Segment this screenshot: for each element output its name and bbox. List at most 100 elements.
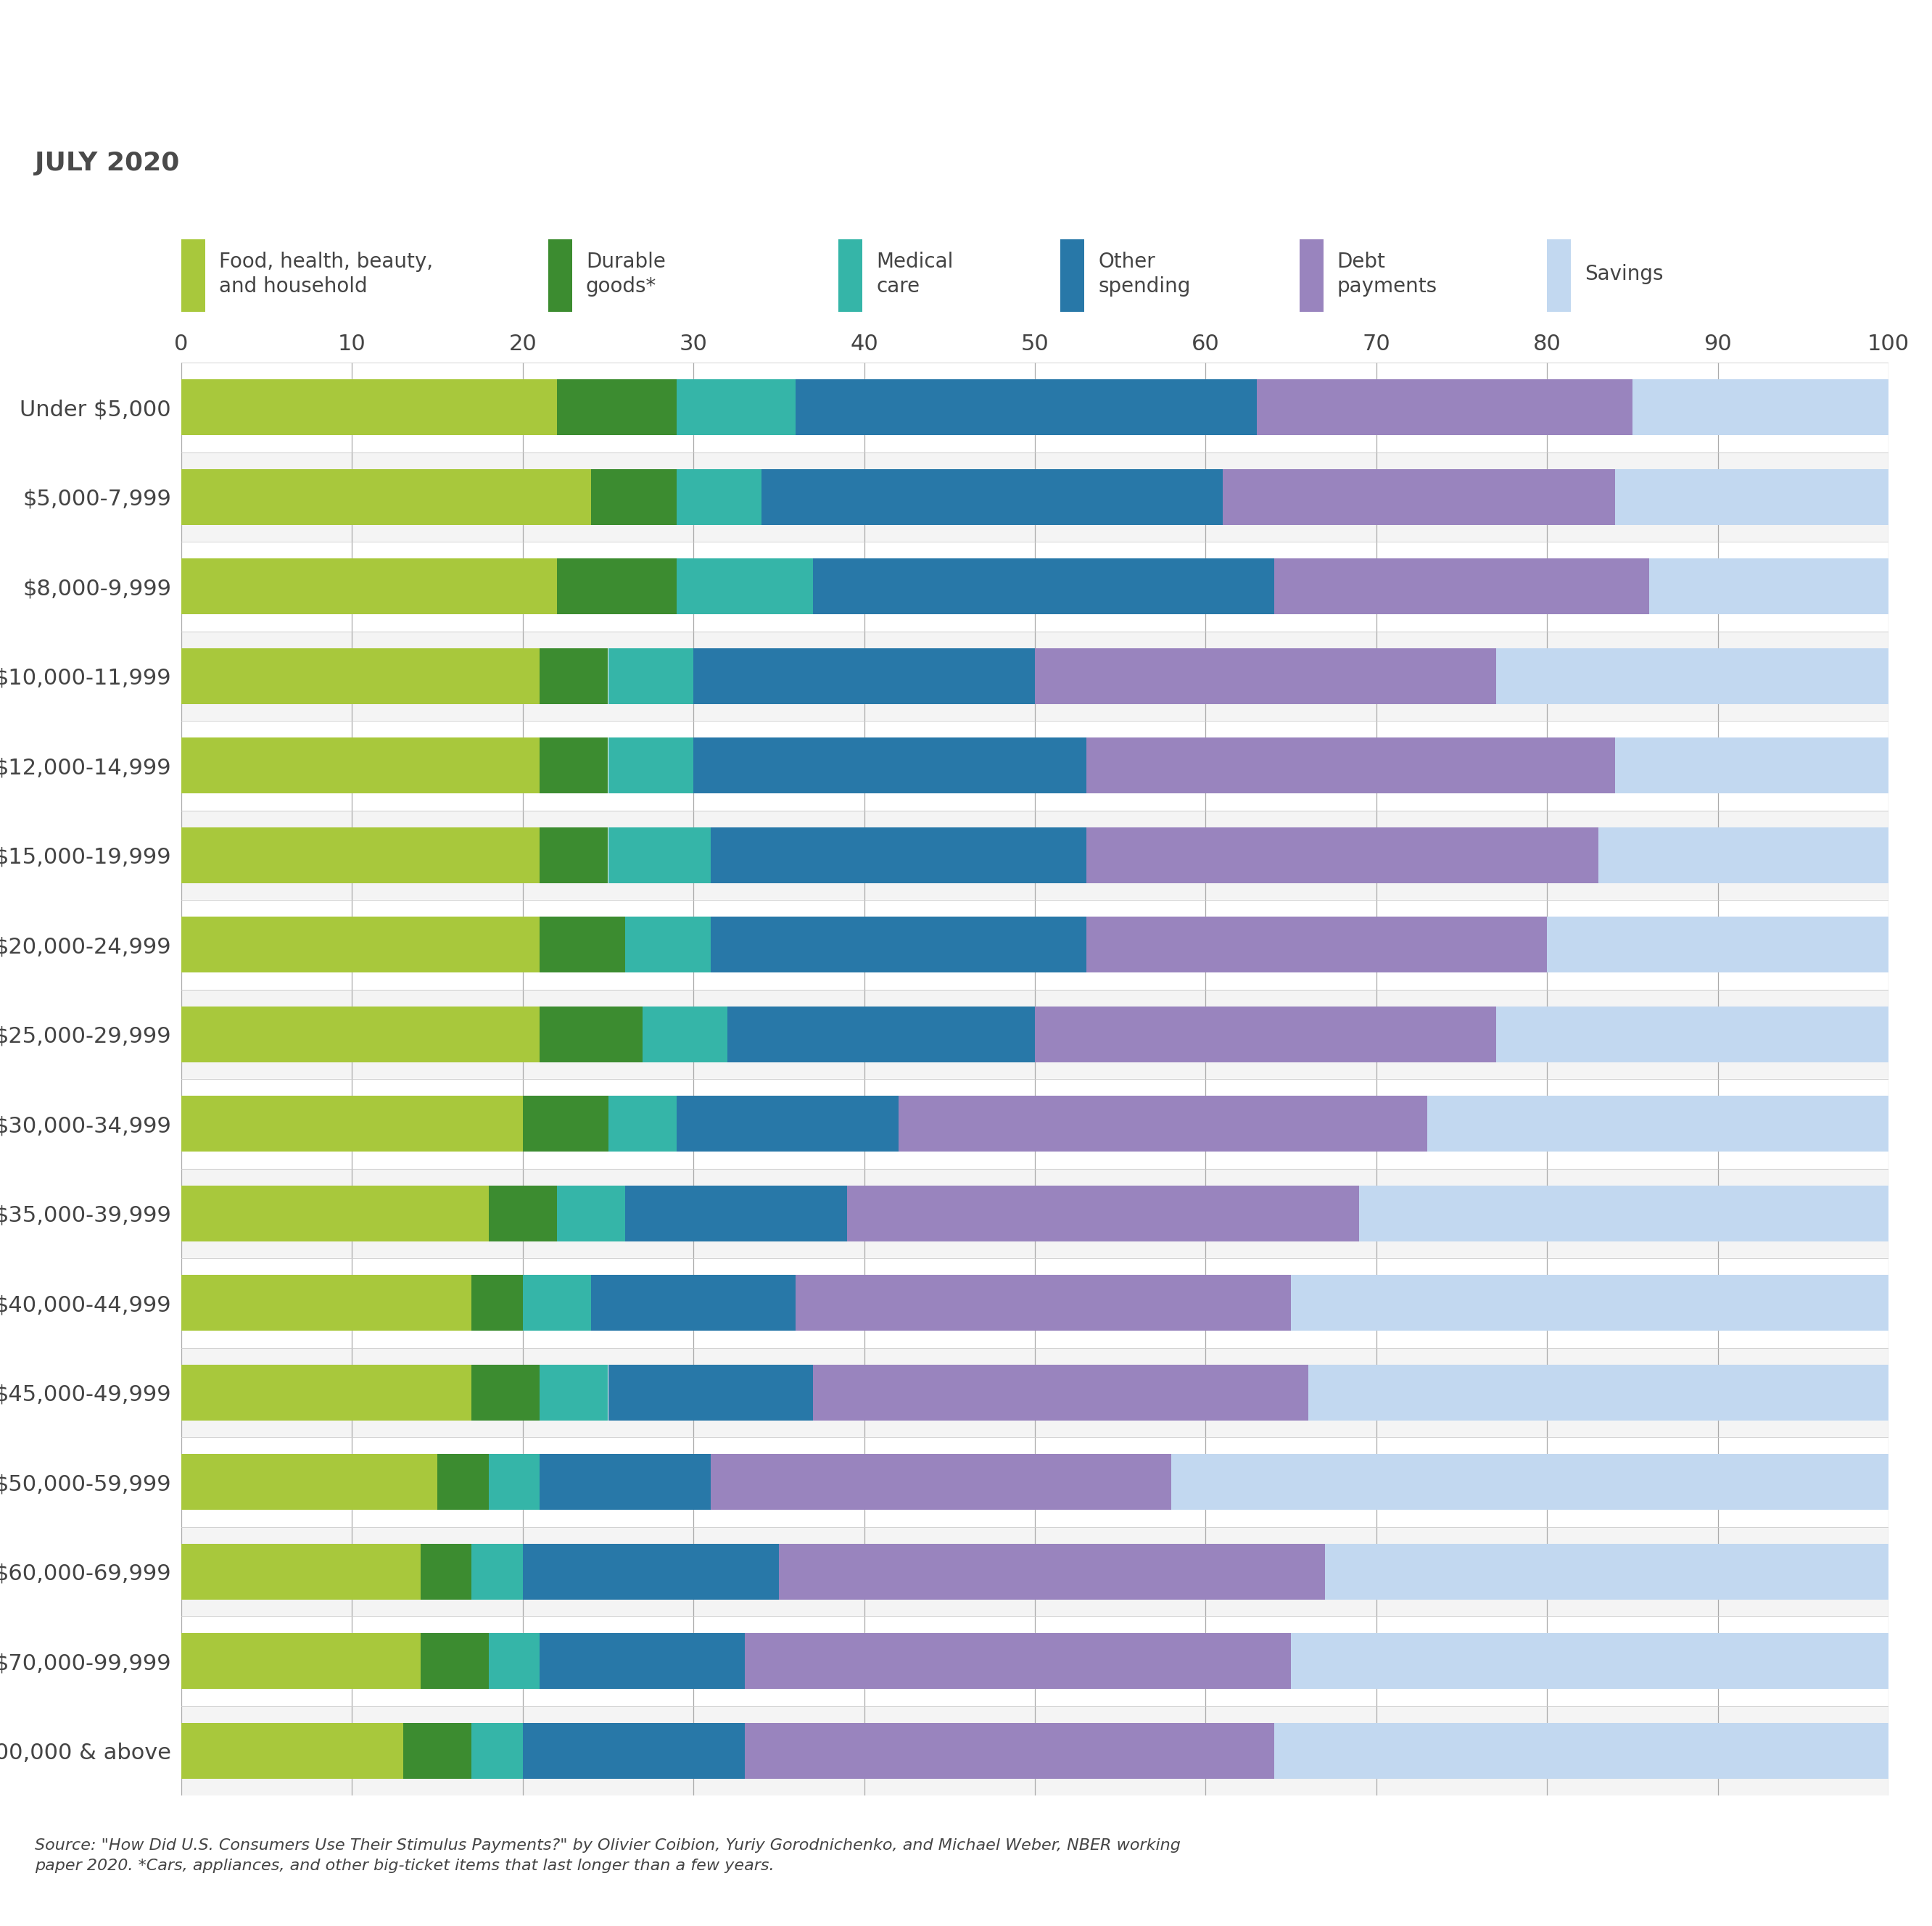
Bar xyxy=(182,453,1888,541)
Bar xyxy=(549,239,572,312)
Bar xyxy=(796,1275,1291,1331)
Bar xyxy=(182,738,539,794)
Bar xyxy=(556,379,676,435)
Bar xyxy=(524,1545,779,1599)
Bar xyxy=(838,239,862,312)
Bar xyxy=(676,470,761,524)
Bar xyxy=(471,1724,524,1778)
Bar xyxy=(524,1275,591,1331)
Bar xyxy=(1495,649,1888,703)
Bar xyxy=(1273,559,1650,614)
Bar xyxy=(471,1545,524,1599)
Bar xyxy=(779,1545,1325,1599)
Bar xyxy=(591,1275,796,1331)
Bar xyxy=(437,1454,489,1510)
Bar xyxy=(182,1348,1888,1437)
Bar xyxy=(182,362,1888,453)
Bar xyxy=(1598,828,1888,882)
Bar xyxy=(1086,738,1615,794)
Bar xyxy=(1171,1454,1888,1510)
Bar xyxy=(182,541,1888,632)
Bar xyxy=(421,1633,489,1689)
Bar xyxy=(711,1454,1171,1510)
Bar xyxy=(421,1545,471,1599)
Bar xyxy=(182,1007,539,1061)
Bar xyxy=(182,1186,489,1240)
Bar xyxy=(182,720,1888,811)
Bar xyxy=(471,1275,524,1331)
Bar xyxy=(182,470,591,524)
Bar xyxy=(609,649,694,703)
Bar xyxy=(182,1545,421,1599)
Bar xyxy=(1633,379,1888,435)
Bar xyxy=(556,1186,626,1240)
Text: JULY 2020: JULY 2020 xyxy=(35,150,180,175)
Bar xyxy=(1300,239,1323,312)
Bar xyxy=(182,1366,471,1419)
Bar xyxy=(182,990,1888,1079)
Bar xyxy=(539,1633,744,1689)
Bar xyxy=(744,1633,1291,1689)
Bar xyxy=(556,559,676,614)
Bar xyxy=(182,379,556,435)
Bar xyxy=(471,1366,539,1419)
Bar xyxy=(182,1633,421,1689)
Bar xyxy=(539,738,609,794)
Bar xyxy=(591,470,676,524)
Bar xyxy=(182,1275,471,1331)
Bar xyxy=(813,559,1273,614)
Bar xyxy=(1495,1007,1888,1061)
Bar xyxy=(539,828,609,882)
Bar xyxy=(676,379,796,435)
Bar xyxy=(539,917,626,973)
Bar xyxy=(813,1366,1308,1419)
Bar xyxy=(539,1454,711,1510)
Bar xyxy=(796,379,1258,435)
Text: U.S. STIMULUS PAYMENT USE BY HOUSEHOLD INCOME, %: U.S. STIMULUS PAYMENT USE BY HOUSEHOLD I… xyxy=(35,40,1401,83)
Bar xyxy=(1548,917,1888,973)
Bar xyxy=(641,1007,728,1061)
Bar xyxy=(182,1616,1888,1706)
Bar xyxy=(539,649,609,703)
Bar xyxy=(744,1724,1273,1778)
Bar xyxy=(182,828,539,882)
Bar xyxy=(1086,917,1548,973)
Bar xyxy=(539,1007,641,1061)
Bar xyxy=(489,1633,539,1689)
Bar xyxy=(1223,470,1615,524)
Bar xyxy=(1650,559,1888,614)
Bar xyxy=(182,917,539,973)
Bar xyxy=(182,811,1888,899)
Bar xyxy=(182,1079,1888,1169)
Bar xyxy=(182,1527,1888,1616)
Bar xyxy=(1615,470,1888,524)
Bar xyxy=(626,1186,846,1240)
Bar xyxy=(182,1454,437,1510)
Text: Savings: Savings xyxy=(1584,264,1663,285)
Bar xyxy=(1360,1186,1888,1240)
Bar xyxy=(182,899,1888,990)
Bar xyxy=(182,1724,404,1778)
Bar xyxy=(524,1724,744,1778)
Bar xyxy=(489,1454,539,1510)
Bar xyxy=(846,1186,1360,1240)
Bar xyxy=(711,828,1086,882)
Bar xyxy=(1061,239,1084,312)
Bar xyxy=(1258,379,1633,435)
Bar xyxy=(1615,738,1888,794)
Text: Other
spending: Other spending xyxy=(1097,252,1190,297)
Text: Debt
payments: Debt payments xyxy=(1337,252,1437,297)
Bar xyxy=(524,1096,609,1152)
Bar xyxy=(182,1258,1888,1348)
Bar xyxy=(182,1096,524,1152)
Bar xyxy=(609,738,694,794)
Bar xyxy=(1086,828,1598,882)
Bar xyxy=(404,1724,471,1778)
Bar xyxy=(182,1437,1888,1527)
Bar xyxy=(489,1186,556,1240)
Bar xyxy=(1291,1275,1888,1331)
Bar xyxy=(609,828,711,882)
Text: Food, health, beauty,
and household: Food, health, beauty, and household xyxy=(218,252,433,297)
Bar xyxy=(711,917,1086,973)
Bar xyxy=(182,1706,1888,1795)
